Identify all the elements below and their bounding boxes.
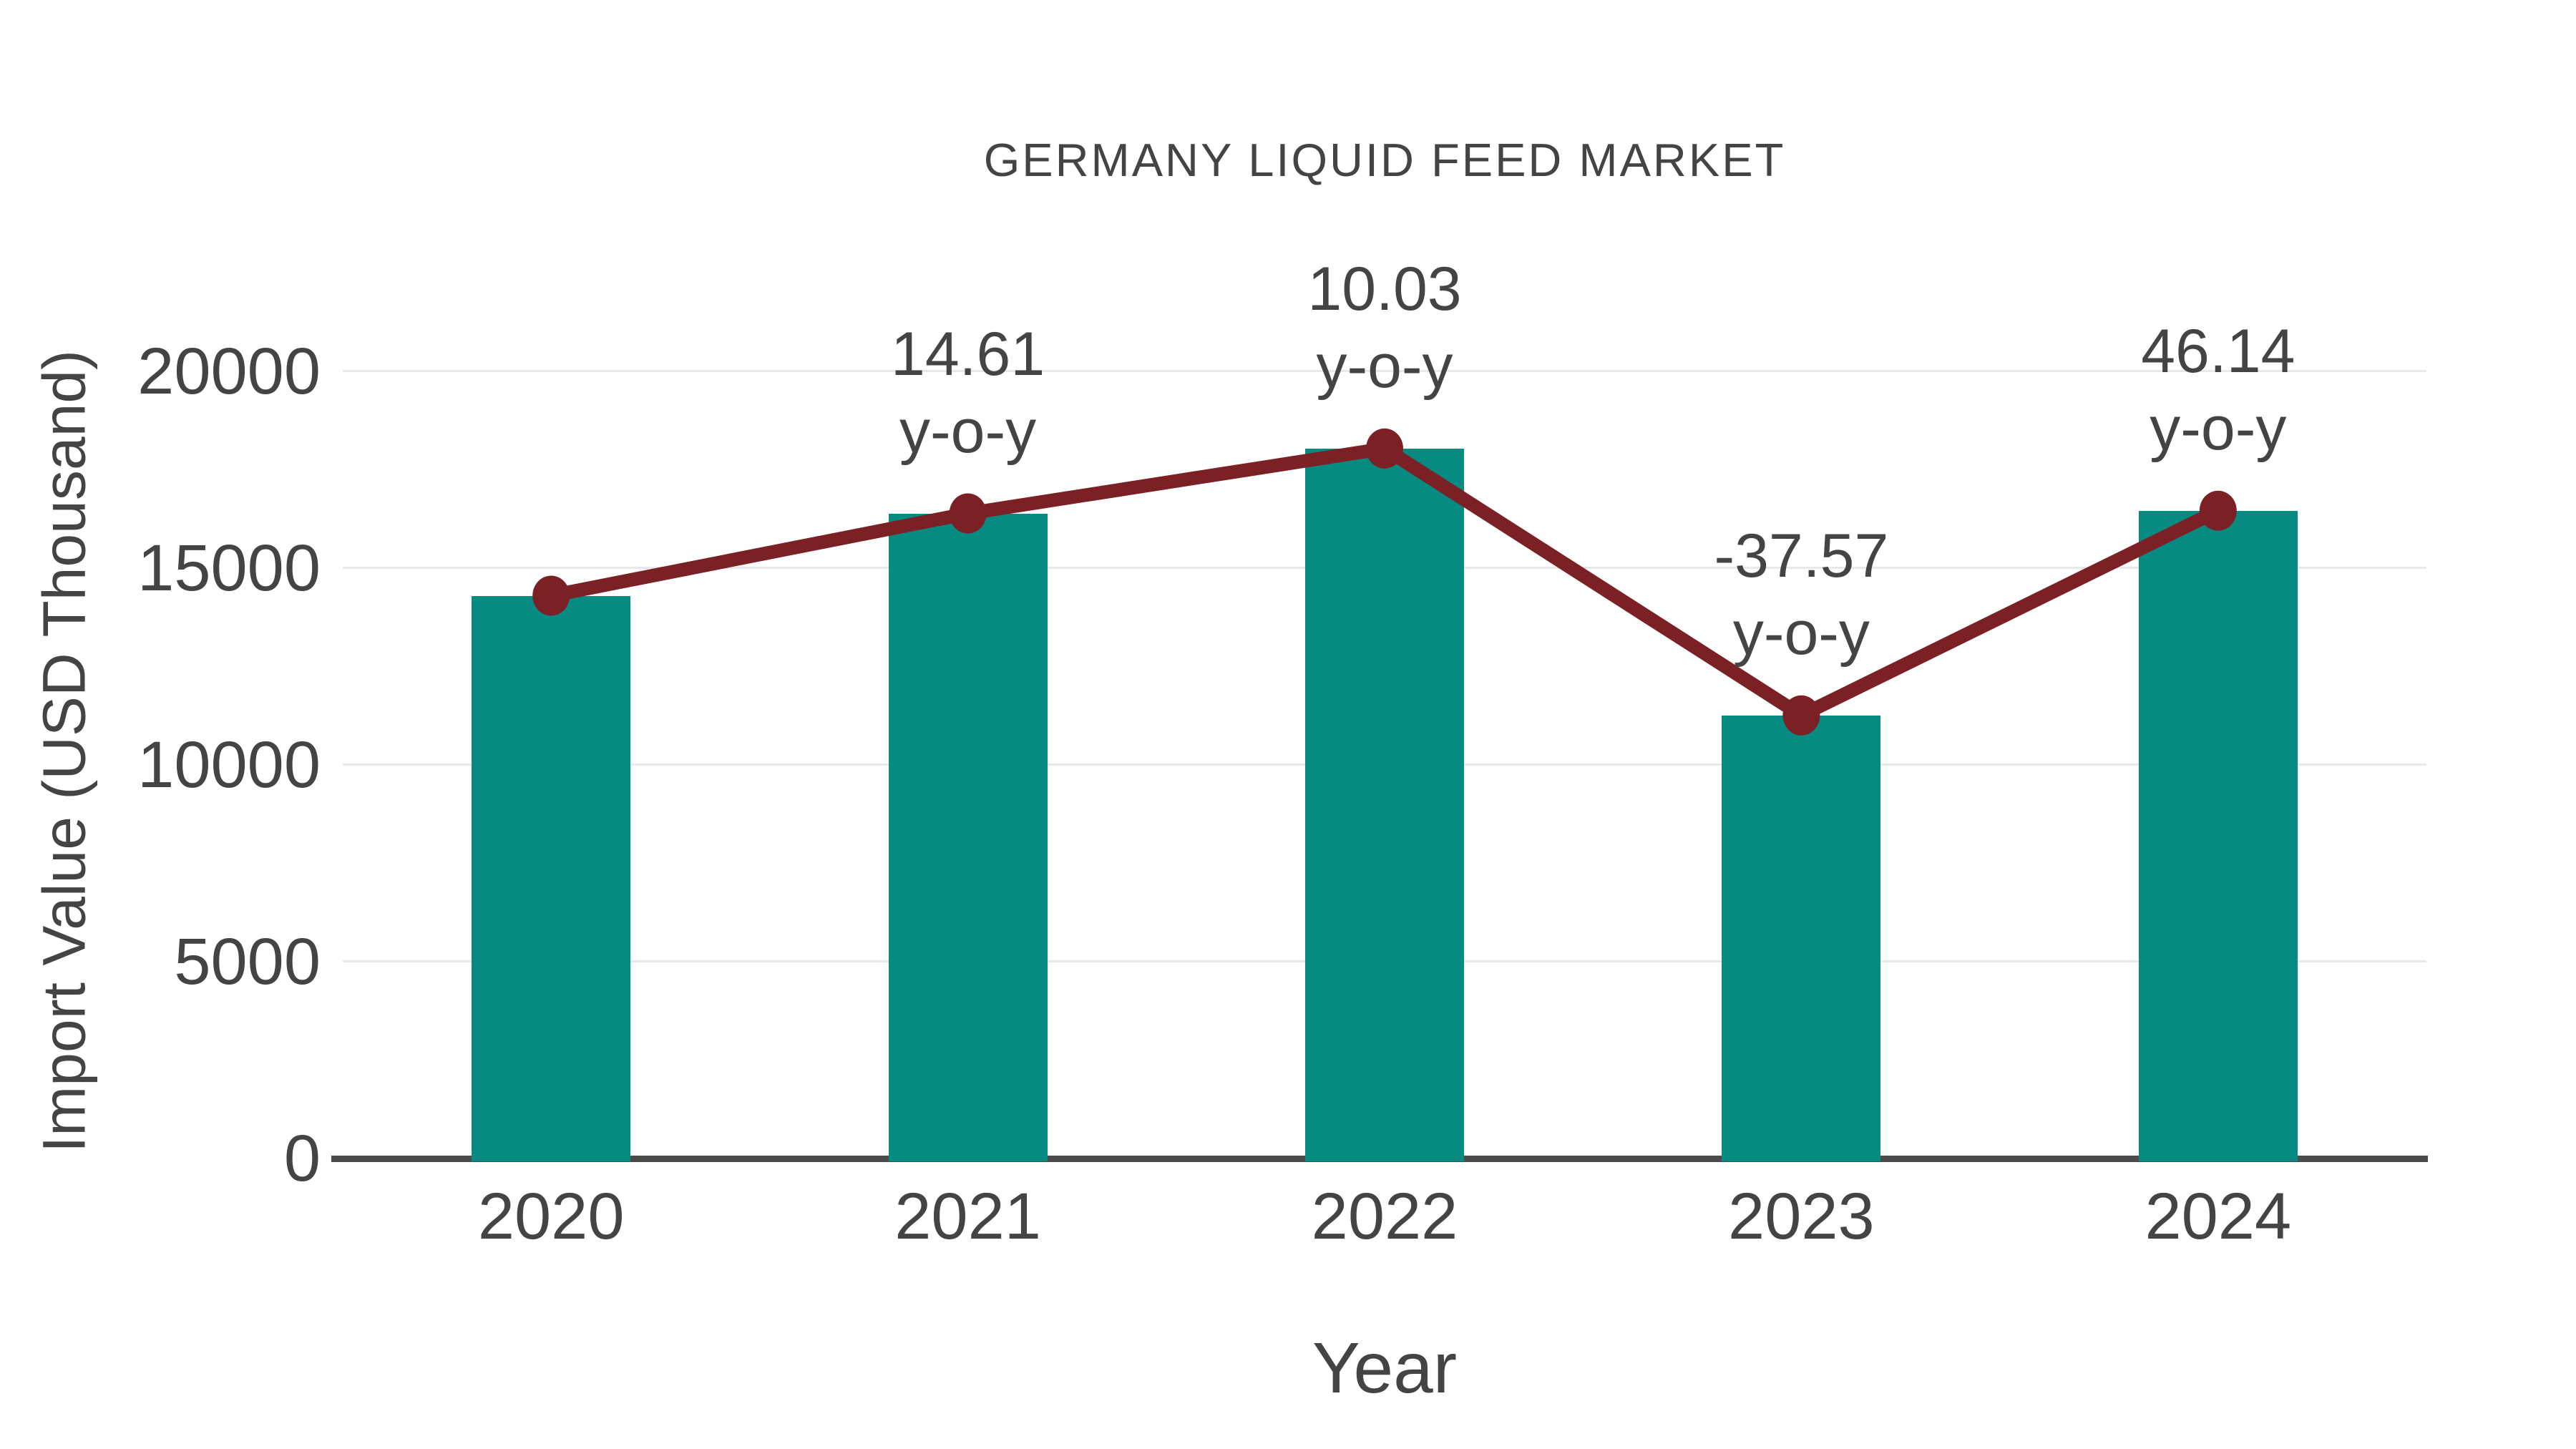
y-tick-label-0: 0: [283, 1122, 321, 1195]
trend-line-layer: [532, 428, 2237, 736]
annotation-2024: 46.14 y-o-y: [2004, 313, 2433, 468]
annotation-2023: -37.57 y-o-y: [1586, 517, 2016, 673]
data-point-marker-2024: [2199, 490, 2237, 531]
data-point-marker-2023: [1782, 695, 1820, 736]
x-tick-label-2023: 2023: [1728, 1180, 1875, 1253]
y-axis-ticks: 0 5000 10000 15000 20000: [70, 300, 321, 1195]
y-tick-label-20000: 20000: [137, 334, 321, 408]
y-tick-label-10000: 10000: [137, 728, 321, 801]
bar-2024: [2138, 510, 2298, 1161]
gridline-20000: [343, 370, 2426, 373]
x-tick-label-2022: 2022: [1311, 1180, 1458, 1253]
annotation-value: 10.03: [1307, 255, 1462, 324]
x-tick-label-2020: 2020: [477, 1180, 625, 1253]
plot-area: 14.61 y-o-y 10.03 y-o-y -37.57 y-o-y 46.14 y-o-…: [343, 255, 2426, 1161]
annotation-2022: 10.03 y-o-y: [1170, 250, 1599, 406]
bar-2020: [472, 595, 631, 1161]
annotation-value: 14.61: [890, 319, 1045, 389]
chart-title: GERMANY LIQUID FEED MARKET: [983, 134, 1786, 186]
data-point-marker-2022: [1366, 428, 1403, 469]
x-axis-title: Year: [1312, 1328, 1458, 1408]
bar-2021: [888, 513, 1048, 1161]
bar-2023: [1722, 715, 1881, 1161]
y-tick-label-15000: 15000: [137, 531, 321, 605]
data-point-marker-2020: [532, 575, 570, 616]
annotation-2021: 14.61 y-o-y: [753, 316, 1183, 471]
x-axis-ticks: 2020 2021 2022 2023 2024: [343, 1179, 2426, 1265]
x-tick-label-2024: 2024: [2145, 1180, 2292, 1253]
y-tick-label-5000: 5000: [174, 924, 321, 998]
annotation-label: y-o-y: [2150, 394, 2287, 464]
x-tick-label-2021: 2021: [894, 1180, 1041, 1253]
bar-2022: [1305, 448, 1464, 1161]
annotation-label: y-o-y: [1732, 599, 1870, 668]
annotation-label: y-o-y: [899, 397, 1037, 467]
annotation-label: y-o-y: [1316, 332, 1453, 401]
annotation-value: 46.14: [2141, 316, 2296, 386]
annotation-value: -37.57: [1714, 521, 1889, 590]
data-point-marker-2021: [949, 493, 987, 534]
